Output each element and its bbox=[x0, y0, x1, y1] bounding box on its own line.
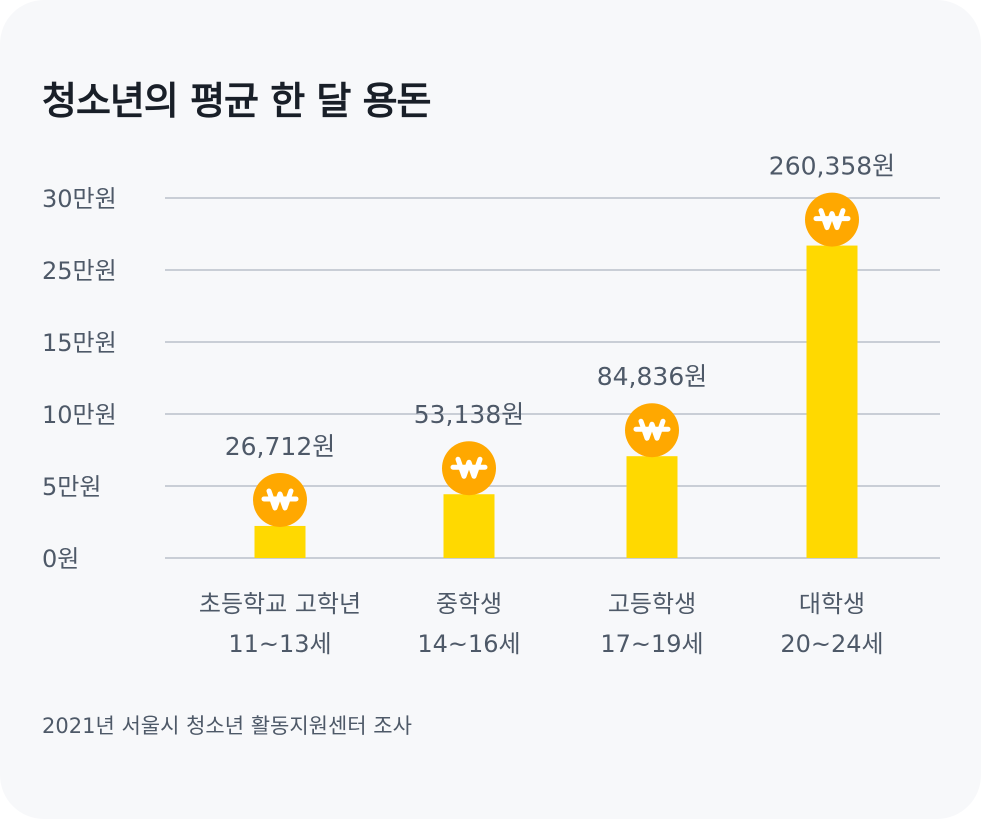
won-sign bbox=[813, 208, 851, 231]
y-tick-label: 10만원 bbox=[42, 401, 117, 429]
bar bbox=[443, 494, 495, 558]
y-tick-label: 30만원 bbox=[42, 185, 117, 213]
category-age-label: 17~19세 bbox=[600, 630, 703, 658]
chart-title: 청소년의 평균 한 달 용돈 bbox=[42, 79, 432, 123]
category-label: 중학생 bbox=[436, 590, 502, 618]
category-age-label: 14~16세 bbox=[417, 630, 520, 658]
category-age-label: 11~13세 bbox=[228, 630, 331, 658]
y-tick-label: 25만원 bbox=[42, 257, 117, 285]
won-coin-icon bbox=[442, 441, 496, 496]
value-label: 26,712원 bbox=[225, 432, 335, 461]
value-label: 53,138원 bbox=[414, 400, 524, 429]
category-age-label: 20~24세 bbox=[780, 630, 883, 658]
y-tick-label: 15만원 bbox=[42, 329, 117, 357]
bar bbox=[806, 245, 858, 558]
won-coin-icon bbox=[805, 192, 859, 247]
category-label: 고등학생 bbox=[608, 590, 696, 618]
won-coin-icon bbox=[625, 403, 679, 458]
category-label: 초등학교 고학년 bbox=[199, 590, 361, 618]
source-note: 2021년 서울시 청소년 활동지원센터 조사 bbox=[42, 714, 412, 738]
y-tick-label: 0원 bbox=[42, 545, 79, 573]
won-sign bbox=[450, 456, 488, 479]
value-label: 260,358원 bbox=[769, 152, 895, 181]
won-sign bbox=[633, 418, 671, 441]
won-coin-icon bbox=[253, 472, 307, 527]
category-label: 대학생 bbox=[799, 590, 865, 618]
won-sign bbox=[261, 488, 299, 511]
bar bbox=[626, 456, 678, 558]
y-tick-label: 5만원 bbox=[42, 473, 101, 501]
value-label: 84,836원 bbox=[597, 362, 707, 391]
bar bbox=[254, 525, 306, 558]
